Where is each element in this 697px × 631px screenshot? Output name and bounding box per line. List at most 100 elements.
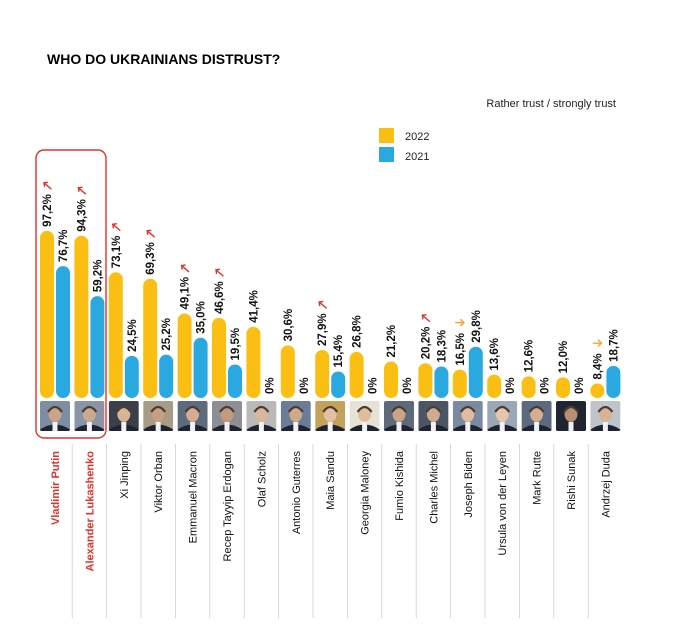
- trend-arrow-up-alexander-lukashenko: [77, 186, 87, 195]
- trend-arrow-up-xi-jinping: [112, 223, 121, 231]
- bar-2022-viktor-orban: [143, 278, 158, 398]
- bar-2022-recep-tayyip-erdogan: [212, 317, 226, 398]
- bar-2022-fumio-kishida: [384, 361, 398, 398]
- bar-2022-alexander-lukashenko: [74, 235, 89, 398]
- value-label-2021-olaf-scholz: 0%: [264, 377, 276, 394]
- value-label-2021-andrzej-duda: 18,7%: [608, 329, 620, 362]
- legend-swatch-2022: [379, 128, 394, 143]
- bar-2021-viktor-orban: [159, 354, 174, 398]
- category-label-fumio-kishida: Fumio Kishida: [394, 450, 406, 521]
- value-label-2022-vladimir-putin: 97,2%: [42, 194, 54, 227]
- sandu-photo: [315, 401, 346, 431]
- orban-photo: [143, 401, 174, 431]
- bar-2022-joseph-biden: [452, 369, 467, 398]
- trend-arrow-down-joseph-biden: [455, 318, 465, 327]
- value-label-2022-charles-michel: 20,2%: [420, 327, 432, 360]
- value-label-2022-rishi-sunak: 12,0%: [558, 341, 570, 374]
- value-label-2021-ursula-von-der-leyen: 0%: [505, 377, 517, 394]
- category-label-andrzej-duda: Andrzej Duda: [600, 450, 612, 518]
- lukashenko-photo: [74, 401, 105, 431]
- maloney-photo: [349, 401, 380, 431]
- category-label-charles-michel: Charles Michel: [428, 451, 440, 524]
- legend-label-2022: 2022: [405, 131, 429, 143]
- value-label-2021-rishi-sunak: 0%: [574, 377, 586, 394]
- category-label-rishi-sunak: Rishi Sunak: [566, 451, 578, 510]
- putin-photo: [40, 401, 70, 431]
- bar-2022-mark-rutte: [521, 376, 536, 398]
- category-label-maia-sandu: Maia Sandu: [325, 451, 337, 510]
- value-label-2022-alexander-lukashenko: 94,3%: [76, 199, 88, 232]
- trend-arrow-up-charles-michel: [421, 314, 431, 322]
- bar-2021-emmanuel-macron: [193, 337, 208, 398]
- value-label-2022-emmanuel-macron: 49,1%: [180, 277, 192, 310]
- legend: 2022 2021: [379, 128, 429, 163]
- bar-2022-antonio-guterres: [280, 345, 295, 398]
- trend-arrow-up-vladimir-putin: [43, 181, 52, 190]
- von-der-leyen-photo: [487, 401, 518, 431]
- michel-photo: [418, 401, 449, 431]
- value-label-2022-ursula-von-der-leyen: 13,6%: [489, 338, 501, 371]
- value-label-2021-xi-jinping: 24,5%: [127, 319, 139, 352]
- bar-2022-andrzej-duda: [590, 383, 605, 398]
- guterres-photo: [280, 401, 311, 431]
- bar-2021-charles-michel: [434, 366, 449, 398]
- bar-2021-vladimir-putin: [56, 266, 70, 398]
- value-label-2022-olaf-scholz: 41,4%: [248, 290, 260, 323]
- bars: 97,2% 76,7% Vladimir Putin 94,3% 59,2% Alexan…: [40, 181, 621, 618]
- bar-2021-joseph-biden: [468, 346, 483, 398]
- value-label-2022-recep-tayyip-erdogan: 46,6%: [214, 281, 226, 314]
- chart-subtitle: Rather trust / strongly trust: [486, 98, 616, 110]
- category-label-recep-tayyip-erdogan: Recep Tayyip Erdogan: [222, 451, 234, 561]
- bar-2022-rishi-sunak: [556, 377, 570, 398]
- value-label-2022-georgia-maloney: 26,8%: [352, 315, 364, 348]
- value-label-2022-maia-sandu: 27,9%: [317, 313, 329, 346]
- value-label-2022-fumio-kishida: 21,2%: [386, 325, 398, 358]
- value-label-2021-emmanuel-macron: 35,0%: [196, 301, 208, 334]
- bar-2022-vladimir-putin: [40, 230, 54, 398]
- value-label-2021-alexander-lukashenko: 59,2%: [92, 260, 104, 293]
- value-label-2021-viktor-orban: 25,2%: [161, 318, 173, 351]
- value-label-2022-joseph-biden: 16,5%: [455, 333, 467, 366]
- bar-2021-recep-tayyip-erdogan: [228, 364, 242, 398]
- value-label-2021-vladimir-putin: 76,7%: [58, 229, 70, 262]
- highlight-box: [35, 149, 107, 439]
- value-label-2021-mark-rutte: 0%: [540, 377, 552, 394]
- bar-2021-xi-jinping: [124, 355, 139, 398]
- macron-photo: [177, 401, 208, 431]
- biden-photo: [452, 401, 483, 431]
- category-label-antonio-guterres: Antonio Guterres: [291, 451, 303, 535]
- value-label-2021-joseph-biden: 29,8%: [471, 310, 483, 343]
- bar-2022-olaf-scholz: [246, 326, 261, 398]
- xi-jinping-photo: [108, 401, 139, 431]
- value-label-2022-andrzej-duda: 8,4%: [592, 353, 604, 379]
- trend-arrow-up-viktor-orban: [146, 229, 155, 238]
- legend-label-2021: 2021: [405, 151, 429, 163]
- value-label-2022-mark-rutte: 12,6%: [524, 340, 536, 373]
- value-label-2021-recep-tayyip-erdogan: 19,5%: [230, 328, 242, 361]
- kishida-photo: [384, 401, 414, 431]
- category-label-vladimir-putin: Vladimir Putin: [50, 451, 62, 525]
- value-label-2022-antonio-guterres: 30,6%: [283, 309, 295, 342]
- scholz-photo: [246, 401, 277, 431]
- bar-2022-ursula-von-der-leyen: [487, 374, 502, 398]
- chart-title: WHO DO UKRAINIANS DISTRUST?: [47, 51, 280, 67]
- trend-arrow-up-recep-tayyip-erdogan: [215, 268, 224, 277]
- rutte-photo: [521, 401, 552, 431]
- category-label-joseph-biden: Joseph Biden: [463, 451, 475, 518]
- bar-2021-alexander-lukashenko: [90, 296, 105, 398]
- trend-arrow-down-andrzej-duda: [592, 339, 603, 347]
- category-label-ursula-von-der-leyen: Ursula von der Leyen: [497, 451, 509, 556]
- value-label-2022-viktor-orban: 69,3%: [145, 242, 157, 275]
- trend-arrow-up-maia-sandu: [318, 300, 327, 309]
- duda-photo: [590, 401, 621, 431]
- trend-arrow-up-emmanuel-macron: [180, 264, 190, 273]
- category-label-alexander-lukashenko: Alexander Lukashenko: [84, 451, 96, 572]
- bar-2021-maia-sandu: [331, 371, 346, 398]
- value-label-2021-georgia-maloney: 0%: [368, 377, 380, 394]
- value-label-2022-xi-jinping: 73,1%: [111, 236, 123, 269]
- bar-2021-andrzej-duda: [606, 365, 621, 398]
- value-label-2021-antonio-guterres: 0%: [299, 377, 311, 394]
- legend-swatch-2021: [379, 147, 394, 162]
- bar-2022-charles-michel: [418, 363, 433, 398]
